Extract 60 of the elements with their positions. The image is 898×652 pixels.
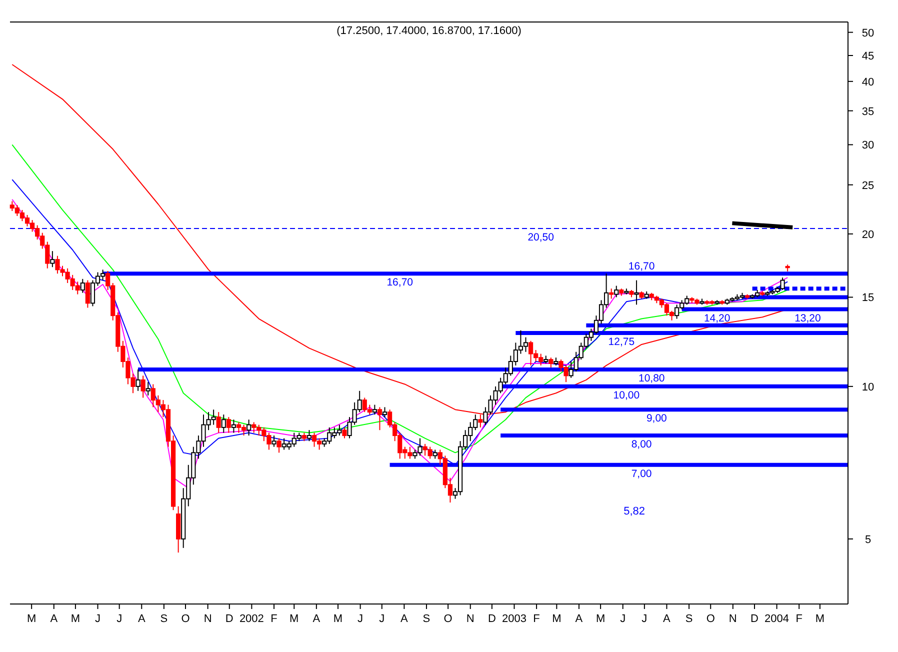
y-tick-label: 35 xyxy=(862,106,874,118)
x-tick-label: A xyxy=(663,613,672,625)
x-tick-label: M xyxy=(552,613,562,625)
x-tick-label: A xyxy=(50,613,58,625)
x-tick-label: J xyxy=(358,613,364,625)
x-tick-label: O xyxy=(181,613,190,625)
annotation: 9,00 xyxy=(646,412,668,425)
x-tick-label: J xyxy=(95,613,101,625)
x-tick-label: A xyxy=(400,613,409,625)
x-tick-label: D xyxy=(225,613,234,625)
x-tick-label: S xyxy=(422,613,430,625)
y-tick-label: 45 xyxy=(862,50,874,62)
x-tick-label: M xyxy=(290,613,299,625)
x-tick-label: S xyxy=(160,613,168,625)
annotation: 16,70 xyxy=(386,276,414,289)
x-tick-label: 2003 xyxy=(502,613,526,625)
x-tick-label: O xyxy=(706,613,716,625)
annotation: 16,70 xyxy=(628,260,655,273)
x-tick-label: D xyxy=(488,613,496,625)
x-tick-label: 2002 xyxy=(239,613,264,625)
annotation: 10,80 xyxy=(638,372,665,384)
y-tick-label: 20 xyxy=(862,228,874,241)
x-tick-label: N xyxy=(466,613,474,625)
annotation: 20,50 xyxy=(528,231,554,244)
x-tick-label: M xyxy=(70,613,80,625)
x-tick-label: A xyxy=(138,613,146,625)
x-tick-label: M xyxy=(596,613,606,625)
y-tick-label: 15 xyxy=(862,292,874,304)
annotation: 8,00 xyxy=(631,438,652,451)
y-tick-label: 50 xyxy=(862,27,874,40)
x-tick-label: J xyxy=(620,613,626,625)
y-tick-label: 5 xyxy=(864,534,872,546)
annotation: 12,75 xyxy=(608,336,635,348)
y-tick-label: 25 xyxy=(862,180,874,192)
y-tick-label: 10 xyxy=(862,381,874,394)
x-tick-label: A xyxy=(312,613,321,625)
annotation: 7,00 xyxy=(631,468,652,480)
x-tick-label: F xyxy=(533,613,540,625)
y-tick-label: 30 xyxy=(862,140,874,152)
x-tick-label: M xyxy=(26,613,36,625)
x-tick-label: A xyxy=(575,613,584,625)
chart-title: (17.2500, 17.4000, 16.8700, 17.1600) xyxy=(336,25,522,37)
x-tick-label: O xyxy=(444,613,453,625)
x-tick-label: 2004 xyxy=(764,613,790,625)
x-tick-label: N xyxy=(204,613,212,625)
x-tick-label: M xyxy=(333,613,343,625)
annotation: 10,00 xyxy=(613,389,640,402)
x-tick-label: D xyxy=(750,613,759,625)
x-tick-label: M xyxy=(815,613,825,625)
x-tick-label: S xyxy=(685,613,693,625)
annotation: 14,20 xyxy=(704,312,730,324)
x-tick-label: N xyxy=(728,613,737,625)
x-tick-label: J xyxy=(116,613,122,625)
annotation: 13,20 xyxy=(794,312,822,324)
x-tick-label: J xyxy=(379,613,385,625)
x-tick-label: J xyxy=(642,613,648,625)
annotation: 5,82 xyxy=(624,506,646,518)
y-tick-label: 40 xyxy=(862,76,874,88)
x-tick-label: F xyxy=(796,613,803,625)
x-tick-label: F xyxy=(270,613,278,625)
